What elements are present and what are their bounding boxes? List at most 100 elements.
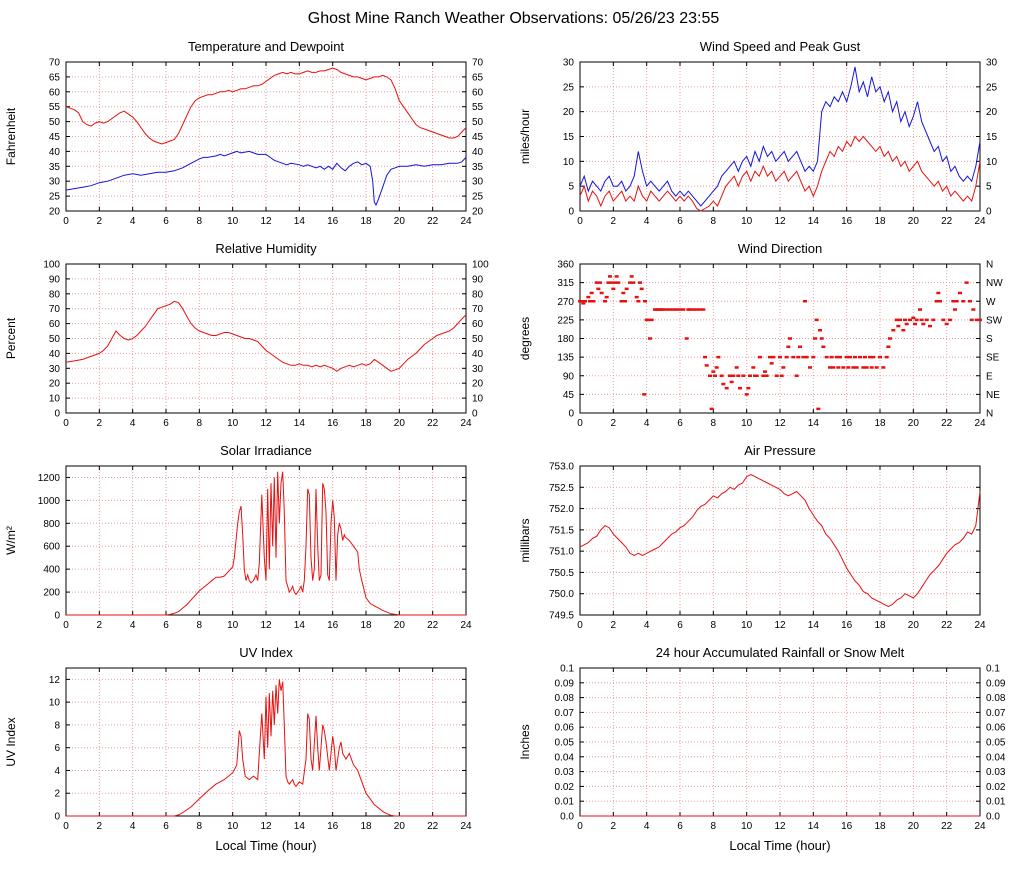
svg-text:0.02: 0.02 xyxy=(986,782,1006,793)
svg-text:600: 600 xyxy=(43,542,60,553)
svg-text:0: 0 xyxy=(568,207,574,218)
svg-text:0: 0 xyxy=(63,216,69,227)
svg-text:14: 14 xyxy=(807,821,819,832)
svg-text:16: 16 xyxy=(841,418,853,429)
chart-wind-speed-gust: 0 2 4 6 8 10 12 14 16 18 20 22 24 0 0 5 5 10 10 15 15 20 20 25 2… xyxy=(516,36,1024,238)
svg-text:0.02: 0.02 xyxy=(554,782,574,793)
axis-labels: 0 2 4 6 8 10 12 14 16 18 20 22 24749.5750.0750.5751.… xyxy=(518,443,986,631)
svg-text:60: 60 xyxy=(48,319,60,330)
svg-text:55: 55 xyxy=(472,102,484,113)
svg-text:8: 8 xyxy=(196,821,202,832)
svg-text:0.09: 0.09 xyxy=(986,678,1006,689)
svg-text:751.5: 751.5 xyxy=(548,525,573,536)
chart-title: 24 hour Accumulated Rainfall or Snow Mel… xyxy=(655,645,904,660)
svg-text:360: 360 xyxy=(557,260,574,271)
chart-title: Temperature and Dewpoint xyxy=(187,39,343,54)
svg-text:2: 2 xyxy=(610,620,616,631)
svg-text:65: 65 xyxy=(48,72,60,83)
svg-text:10: 10 xyxy=(741,620,753,631)
svg-text:SW: SW xyxy=(986,315,1003,326)
svg-text:30: 30 xyxy=(48,177,60,188)
svg-text:0.05: 0.05 xyxy=(986,738,1006,749)
svg-text:12: 12 xyxy=(260,620,272,631)
plot-border xyxy=(65,667,466,817)
svg-text:0: 0 xyxy=(54,611,60,622)
svg-text:22: 22 xyxy=(941,620,953,631)
svg-text:20: 20 xyxy=(907,821,919,832)
svg-text:0: 0 xyxy=(577,418,583,429)
y-axis-label: degrees xyxy=(518,317,532,360)
svg-text:80: 80 xyxy=(48,289,60,300)
svg-text:30: 30 xyxy=(48,364,60,375)
svg-text:4: 4 xyxy=(129,216,135,227)
svg-text:10: 10 xyxy=(472,394,484,405)
svg-text:8: 8 xyxy=(710,821,716,832)
svg-text:6: 6 xyxy=(163,418,169,429)
svg-text:50: 50 xyxy=(48,334,60,345)
svg-text:225: 225 xyxy=(557,315,574,326)
y-axis-label: Percent xyxy=(4,317,18,359)
svg-text:60: 60 xyxy=(48,87,60,98)
svg-text:2: 2 xyxy=(610,216,616,227)
svg-text:400: 400 xyxy=(43,565,60,576)
svg-text:SE: SE xyxy=(986,353,1000,364)
svg-text:10: 10 xyxy=(227,620,239,631)
svg-text:12: 12 xyxy=(774,821,786,832)
gridlines xyxy=(579,466,980,615)
svg-text:24: 24 xyxy=(460,821,472,832)
svg-text:70: 70 xyxy=(48,58,60,69)
svg-text:0: 0 xyxy=(577,821,583,832)
svg-text:4: 4 xyxy=(129,821,135,832)
svg-text:0.09: 0.09 xyxy=(554,678,574,689)
chart-svg-rainfall: 0 2 4 6 8 10 12 14 16 18 20 22 240.0 0.00.01 0.010.02 0… xyxy=(518,645,1006,853)
svg-text:16: 16 xyxy=(327,620,339,631)
svg-text:135: 135 xyxy=(557,353,574,364)
svg-text:NE: NE xyxy=(986,390,1000,401)
svg-text:0: 0 xyxy=(986,207,992,218)
svg-text:2: 2 xyxy=(96,620,102,631)
gridlines xyxy=(65,264,466,413)
tick-marks xyxy=(579,465,980,616)
svg-text:16: 16 xyxy=(327,821,339,832)
svg-text:0.08: 0.08 xyxy=(986,693,1006,704)
svg-text:0.0: 0.0 xyxy=(986,812,1000,823)
svg-text:14: 14 xyxy=(293,418,305,429)
svg-text:0.06: 0.06 xyxy=(986,723,1006,734)
svg-text:4: 4 xyxy=(129,620,135,631)
svg-text:70: 70 xyxy=(472,58,484,69)
svg-text:90: 90 xyxy=(562,371,574,382)
series-peak-gust xyxy=(579,66,980,207)
svg-text:2: 2 xyxy=(610,418,616,429)
svg-text:18: 18 xyxy=(874,216,886,227)
svg-text:NW: NW xyxy=(986,278,1003,289)
chart-rainfall: 0 2 4 6 8 10 12 14 16 18 20 22 24 0.0 0.0 0.01 0.01 0.02 0… xyxy=(516,642,1024,865)
svg-text:65: 65 xyxy=(472,72,484,83)
svg-text:0.04: 0.04 xyxy=(986,752,1006,763)
svg-text:0.08: 0.08 xyxy=(554,693,574,704)
svg-text:750.0: 750.0 xyxy=(548,589,573,600)
svg-text:6: 6 xyxy=(677,418,683,429)
svg-text:180: 180 xyxy=(557,334,574,345)
svg-text:14: 14 xyxy=(807,620,819,631)
tick-marks xyxy=(65,668,466,817)
svg-text:12: 12 xyxy=(774,620,786,631)
svg-text:24: 24 xyxy=(974,620,986,631)
series-temperature xyxy=(65,67,466,145)
svg-text:24: 24 xyxy=(974,821,986,832)
svg-text:2: 2 xyxy=(96,418,102,429)
svg-text:0: 0 xyxy=(472,409,478,420)
svg-text:6: 6 xyxy=(163,821,169,832)
svg-text:30: 30 xyxy=(562,58,574,69)
svg-text:22: 22 xyxy=(427,216,439,227)
svg-text:0: 0 xyxy=(568,409,574,420)
svg-text:18: 18 xyxy=(360,821,372,832)
svg-text:50: 50 xyxy=(472,117,484,128)
svg-text:6: 6 xyxy=(677,620,683,631)
svg-text:0.03: 0.03 xyxy=(554,767,574,778)
svg-text:20: 20 xyxy=(393,216,405,227)
svg-text:4: 4 xyxy=(643,620,649,631)
svg-text:S: S xyxy=(986,334,993,345)
svg-text:753.0: 753.0 xyxy=(548,462,573,473)
